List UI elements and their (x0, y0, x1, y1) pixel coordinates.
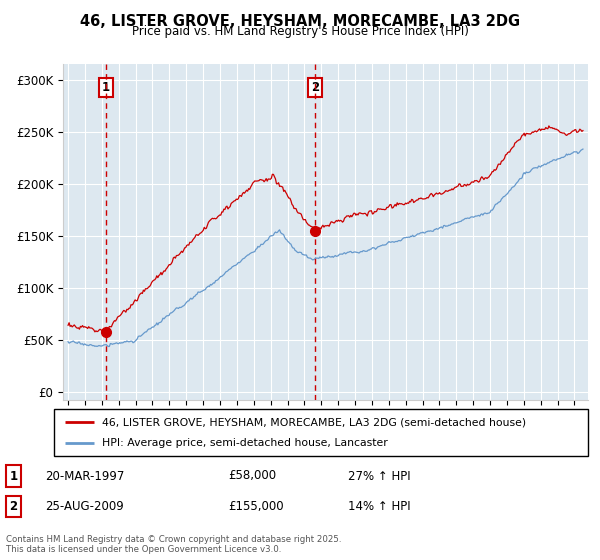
Text: 1: 1 (10, 469, 17, 483)
Text: Price paid vs. HM Land Registry's House Price Index (HPI): Price paid vs. HM Land Registry's House … (131, 25, 469, 38)
Text: 20-MAR-1997: 20-MAR-1997 (45, 469, 124, 483)
Text: 2: 2 (10, 500, 17, 514)
Text: 25-AUG-2009: 25-AUG-2009 (45, 500, 124, 514)
Text: 27% ↑ HPI: 27% ↑ HPI (348, 469, 410, 483)
Text: £58,000: £58,000 (228, 469, 276, 483)
Text: 1: 1 (101, 81, 110, 94)
Text: 14% ↑ HPI: 14% ↑ HPI (348, 500, 410, 514)
Text: £155,000: £155,000 (228, 500, 284, 514)
Text: 46, LISTER GROVE, HEYSHAM, MORECAMBE, LA3 2DG: 46, LISTER GROVE, HEYSHAM, MORECAMBE, LA… (80, 14, 520, 29)
Text: HPI: Average price, semi-detached house, Lancaster: HPI: Average price, semi-detached house,… (102, 438, 388, 448)
Text: 46, LISTER GROVE, HEYSHAM, MORECAMBE, LA3 2DG (semi-detached house): 46, LISTER GROVE, HEYSHAM, MORECAMBE, LA… (102, 417, 526, 427)
Text: Contains HM Land Registry data © Crown copyright and database right 2025.
This d: Contains HM Land Registry data © Crown c… (6, 535, 341, 554)
Text: 2: 2 (311, 81, 319, 94)
